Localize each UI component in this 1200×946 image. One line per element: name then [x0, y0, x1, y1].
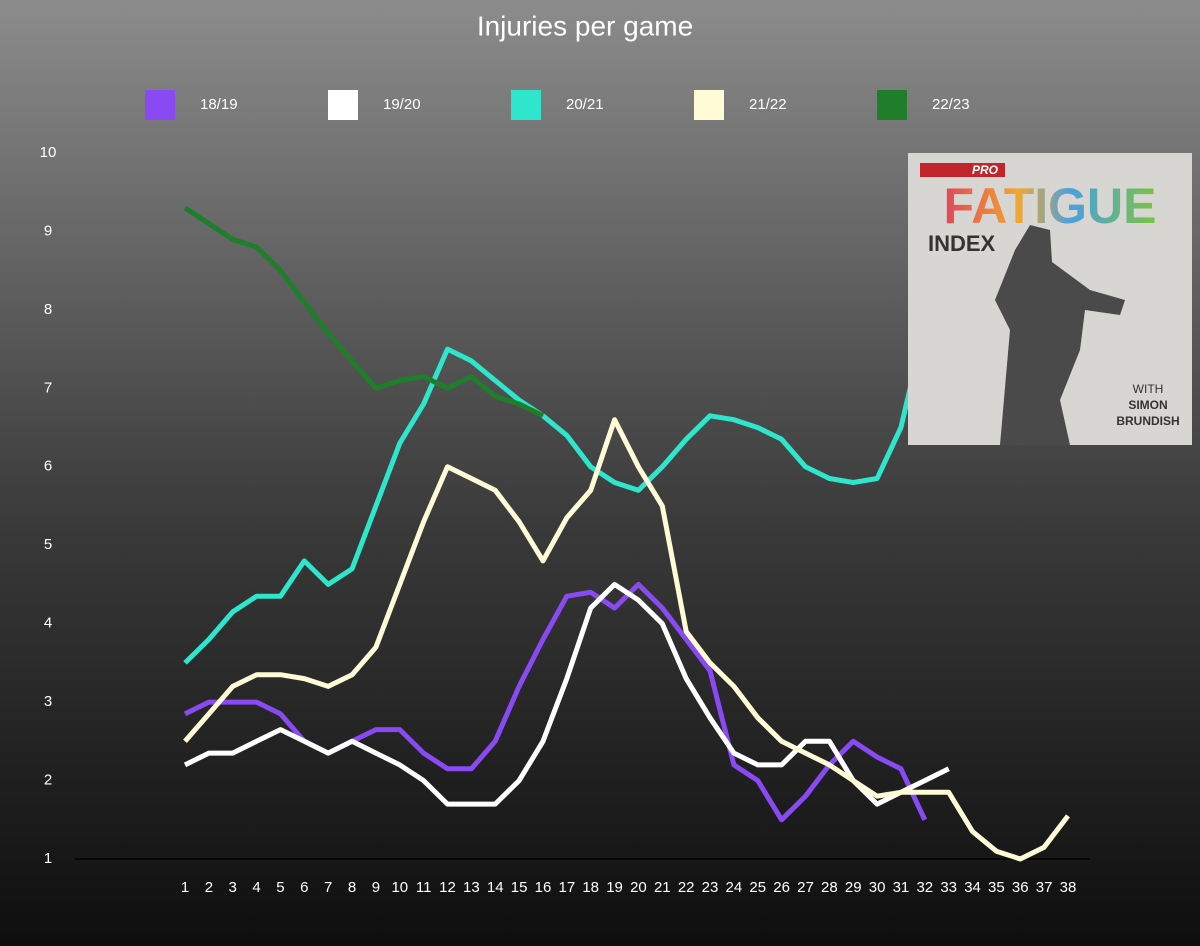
x-tick-label: 22	[678, 879, 695, 896]
x-tick-label: 16	[535, 879, 552, 896]
x-tick-label: 32	[916, 879, 933, 896]
series-line	[183, 417, 1070, 862]
y-tick-label: 8	[44, 301, 52, 318]
legend-swatch	[145, 90, 175, 120]
legend-swatch	[328, 90, 358, 120]
y-tick-label: 7	[44, 379, 52, 396]
legend-swatch	[877, 90, 907, 120]
x-tick-label: 31	[893, 879, 910, 896]
legend-label: 19/20	[383, 96, 421, 113]
x-tick-label: 36	[1012, 879, 1029, 896]
x-tick-label: 24	[726, 879, 743, 896]
series-line	[183, 581, 950, 807]
logo-silhouette	[995, 225, 1125, 445]
logo-title: FATIGUE	[944, 178, 1157, 234]
legend-label: 21/22	[749, 96, 787, 113]
x-tick-label: 12	[439, 879, 456, 896]
x-tick-label: 18	[582, 879, 599, 896]
x-tick-label: 5	[276, 879, 284, 896]
legend-swatch	[694, 90, 724, 120]
x-tick-label: 4	[252, 879, 260, 896]
y-tick-label: 9	[44, 222, 52, 239]
x-tick-label: 28	[821, 879, 838, 896]
legend-label: 20/21	[566, 96, 604, 113]
x-tick-label: 27	[797, 879, 814, 896]
x-tick-label: 9	[372, 879, 380, 896]
logo-subtitle: INDEX	[928, 231, 996, 256]
x-tick-label: 13	[463, 879, 480, 896]
x-tick-label: 19	[606, 879, 623, 896]
y-tick-label: 4	[44, 615, 52, 632]
x-tick-label: 1	[181, 879, 189, 896]
logo-name: SIMON	[1128, 398, 1167, 412]
x-tick-label: 6	[300, 879, 308, 896]
x-tick-label: 26	[773, 879, 790, 896]
logo-badge	[920, 163, 1005, 177]
x-tick-label: 34	[964, 879, 981, 896]
x-tick-label: 21	[654, 879, 671, 896]
x-tick-label: 15	[511, 879, 528, 896]
x-tick-label: 7	[324, 879, 332, 896]
series-line	[183, 307, 951, 665]
y-tick-label: 5	[44, 536, 52, 553]
logo: PRO FATIGUE INDEX WITH SIMON BRUNDISH	[908, 153, 1192, 445]
x-tick-label: 14	[487, 879, 504, 896]
x-tick-label: 23	[702, 879, 719, 896]
x-tick-label: 20	[630, 879, 647, 896]
x-tick-label: 33	[940, 879, 957, 896]
x-tick-label: 11	[416, 879, 432, 896]
x-tick-label: 2	[205, 879, 213, 896]
x-tick-label: 8	[348, 879, 356, 896]
logo-brand: PRO	[972, 163, 999, 177]
x-tick-label: 35	[988, 879, 1005, 896]
y-tick-label: 10	[40, 144, 57, 161]
logo-name: BRUNDISH	[1116, 414, 1179, 428]
x-tick-label: 30	[869, 879, 886, 896]
logo-with: WITH	[1133, 382, 1164, 396]
x-tick-label: 37	[1036, 879, 1053, 896]
x-tick-label: 10	[391, 879, 408, 896]
x-tick-label: 38	[1060, 879, 1077, 896]
x-tick-label: 29	[845, 879, 862, 896]
y-tick-label: 6	[44, 458, 52, 475]
x-tick-label: 3	[229, 879, 237, 896]
y-tick-label: 3	[44, 693, 52, 710]
y-tick-label: 1	[44, 850, 52, 867]
legend-label: 22/23	[932, 96, 970, 113]
chart-title: Injuries per game	[477, 10, 693, 41]
legend-label: 18/19	[200, 96, 238, 113]
x-tick-label: 17	[558, 879, 575, 896]
series-line	[183, 205, 545, 419]
legend-swatch	[511, 90, 541, 120]
x-tick-label: 25	[749, 879, 766, 896]
y-tick-label: 2	[44, 772, 52, 789]
